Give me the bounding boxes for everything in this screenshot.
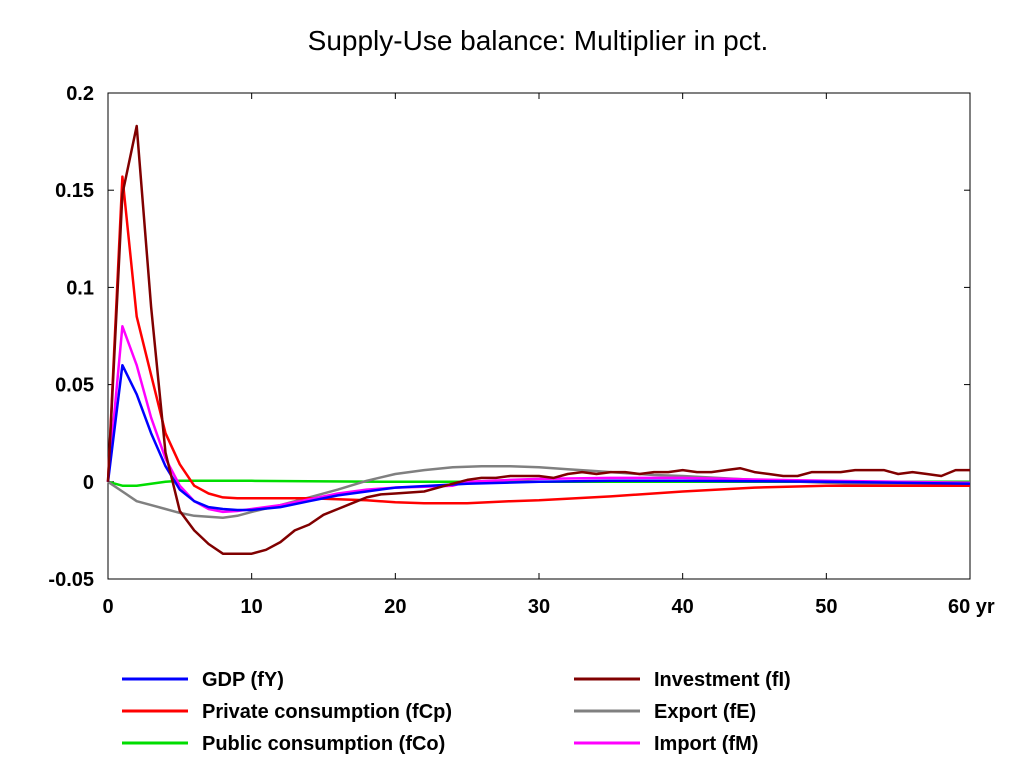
x-tick-label: 40 <box>672 596 694 618</box>
legend-label: Import (fM) <box>654 733 758 755</box>
x-tick-label: 20 <box>384 596 406 618</box>
series-line-0 <box>106 363 971 512</box>
y-tick-label: 0.15 <box>55 180 94 202</box>
axes: 0.2 0.15 0.1 0.05 0 -0.05 0 10 20 30 40 50 60 yr <box>48 83 995 618</box>
legend-label: GDP (fY) <box>202 669 284 691</box>
x-tick-label: 60 yr <box>948 596 995 618</box>
x-tick-label: 10 <box>241 596 263 618</box>
y-tick-label: 0.05 <box>55 375 94 397</box>
y-tick-label: 0.2 <box>66 83 94 105</box>
legend-label: Private consumption (fCp) <box>202 701 452 723</box>
legend-label: Export (fE) <box>654 701 756 723</box>
legend: GDP (fY) Private consumption (fCp) Public … <box>122 669 791 755</box>
y-tick-label: -0.05 <box>48 569 94 591</box>
series-lines <box>106 124 971 555</box>
x-tick-label: 50 <box>815 596 837 618</box>
series-line-4 <box>107 464 971 520</box>
series-line-3 <box>106 124 970 555</box>
y-tick-label: 0.1 <box>66 277 94 299</box>
x-tick-label: 30 <box>528 596 550 618</box>
y-tick-label: 0 <box>83 472 94 494</box>
legend-label: Public consumption (fCo) <box>202 733 445 755</box>
plot-frame <box>107 92 971 580</box>
x-tick-label: 0 <box>102 596 113 618</box>
legend-label: Investment (fI) <box>654 669 791 691</box>
series-line-1 <box>106 175 970 505</box>
chart-title: Supply-Use balance: Multiplier in pct. <box>308 25 769 56</box>
